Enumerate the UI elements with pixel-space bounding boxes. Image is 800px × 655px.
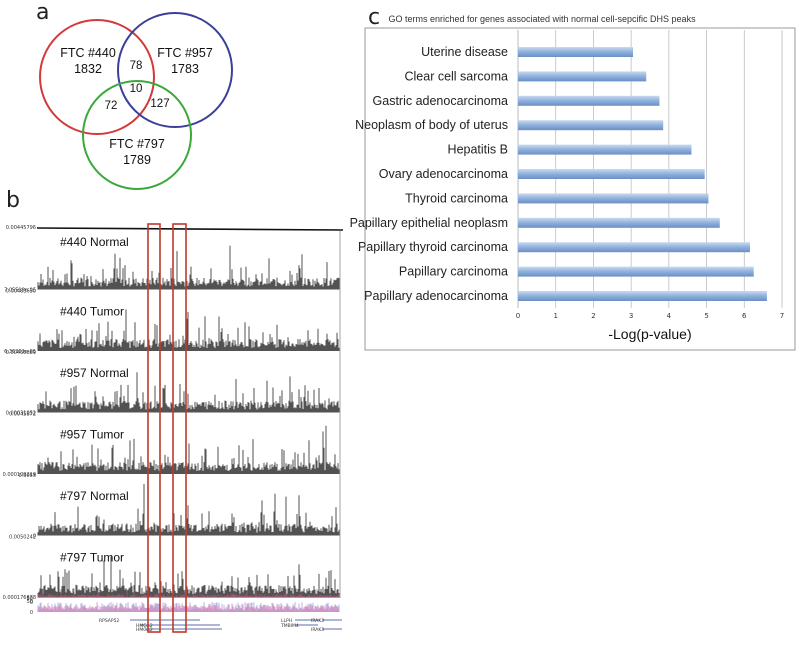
gene-label: TMBIM4: [280, 623, 299, 629]
conservation-scale-label: 50: [27, 599, 33, 605]
x-tick-label: 7: [780, 312, 784, 320]
category-label: Gastric adenocarcinoma: [373, 94, 509, 108]
genome-browser-tracks: 0.00445796 7.05519e-05 #440 Normal 0.004836…: [3, 223, 344, 633]
highlight-region-box: [172, 223, 187, 633]
category-label: Uterine disease: [421, 45, 508, 59]
bar: [518, 71, 647, 82]
category-label: Papillary adenocarcinoma: [364, 289, 508, 303]
track-label: #440 Normal: [60, 235, 129, 249]
track-scale-bottom: 0.00031052: [6, 411, 36, 417]
bar: [518, 169, 705, 179]
track-label: #797 Tumor: [60, 551, 124, 565]
venn-set-name-797: FTC #797: [109, 137, 165, 151]
bar: [518, 266, 754, 277]
gene-label: LLPH: [281, 618, 292, 624]
track-scale-bottom: 0: [33, 534, 36, 540]
venn-diagram: FTC #440 1832 FTC #957 1783 FTC #797 178…: [39, 12, 233, 190]
conservation-track-3: [37, 605, 340, 612]
category-label: Thyroid carcinoma: [405, 191, 508, 205]
panel-letter-c: c: [368, 5, 381, 30]
track-scale-bottom: 6.36361e-05: [4, 349, 36, 355]
track-scale-top: 0.0045872: [9, 412, 36, 418]
bar: [518, 144, 692, 155]
tracks-top-border: [36, 227, 344, 231]
venn-set-name-440: FTC #440: [60, 46, 116, 60]
bar: [518, 120, 664, 131]
track-signal-bars: [37, 484, 340, 536]
panel-letter-a: a: [36, 0, 50, 25]
venn-overlap-440-797: 72: [105, 100, 118, 112]
signal-track: 0.0055 0 #797 Normal: [19, 473, 340, 540]
x-tick-label: 6: [742, 312, 747, 320]
venn-overlap-957-797: 127: [150, 98, 169, 110]
track-signal-bars: [37, 425, 340, 474]
bar: [518, 193, 709, 204]
bar: [518, 242, 750, 253]
category-label: Papillary epithelial neoplasm: [350, 216, 508, 230]
track-label: #957 Tumor: [60, 428, 124, 442]
venn-circle-797: [82, 80, 192, 190]
venn-circle-957: [117, 12, 233, 128]
track-label: #957 Normal: [60, 366, 129, 380]
signal-track: 0.0045872 0.000109219 #957 Tumor: [3, 412, 340, 478]
conservation-scale-label: 0: [30, 610, 33, 616]
signal-track: 0.00483630 6.36361e-05 #440 Tumor: [4, 289, 340, 355]
signal-track: 0.00465889 0.00031052 #957 Normal: [6, 350, 340, 417]
category-label: Ovary adenocarcinoma: [379, 167, 508, 181]
track-scale-bottom: 7.05519e-05: [4, 288, 36, 294]
conservation-scale-label: 0: [30, 600, 33, 606]
gene-label: RPSAP52: [99, 618, 119, 624]
category-label: Clear cell sarcoma: [404, 69, 508, 83]
track-scale-top: 0.00465889: [6, 350, 36, 356]
track-signal-bars: [37, 245, 340, 290]
bar: [518, 95, 660, 106]
x-tick-label: 0: [516, 312, 520, 320]
track-scale-bottom: 0.000109219: [3, 472, 36, 478]
x-tick-label: 4: [667, 312, 672, 320]
chart-title: GO terms enriched for genes associated w…: [388, 14, 696, 24]
venn-overlap-all: 10: [130, 83, 143, 95]
conservation-track-1: [37, 588, 340, 598]
venn-set-name-957: FTC #957: [157, 46, 213, 60]
track-scale-top: 0.0055: [19, 473, 37, 479]
track-scale-bottom: 0.000176678: [3, 595, 36, 601]
chart-frame: [364, 27, 796, 351]
venn-set-count-797: 1789: [123, 153, 151, 167]
category-label: Papillary thyroid carcinoma: [358, 240, 508, 254]
track-scale-top: 0.0050242: [9, 535, 36, 541]
gene-label: HMGA2: [136, 627, 153, 633]
signal-track: 0.0050242 0.000176678 #797 Tumor: [3, 535, 340, 601]
x-tick-label: 1: [553, 312, 557, 320]
bar: [518, 47, 634, 57]
x-tick-label: 3: [629, 312, 633, 320]
track-label: #440 Tumor: [60, 305, 124, 319]
x-axis-label: -Log(p-value): [608, 326, 691, 342]
track-scale-top: 0.00483630: [6, 289, 36, 295]
venn-set-count-440: 1832: [74, 62, 102, 76]
x-tick-label: 5: [704, 312, 708, 320]
signal-track: 0.00445796 7.05519e-05 #440 Normal: [4, 225, 340, 294]
bar: [518, 291, 767, 301]
gene-label: HMGA2: [136, 623, 153, 629]
category-label: Hepatitis B: [448, 143, 508, 157]
track-signal-bars: [37, 372, 340, 413]
gene-label: IRAK3: [311, 618, 324, 624]
bar: [518, 217, 720, 228]
venn-circle-440: [39, 19, 155, 135]
category-label: Neoplasm of body of uterus: [355, 118, 508, 132]
x-tick-label: 2: [591, 312, 595, 320]
track-scale-top: 0.00445796: [6, 225, 36, 231]
category-label: Papillary carcinoma: [399, 265, 508, 279]
conservation-scale-label: 50: [27, 596, 33, 602]
highlight-region-box: [147, 223, 161, 633]
venn-set-count-957: 1783: [171, 62, 199, 76]
gene-label: IRAK3: [311, 627, 324, 633]
track-signal-bars: [37, 309, 340, 351]
venn-overlap-440-957: 78: [130, 60, 143, 72]
track-label: #797 Normal: [60, 489, 129, 503]
panel-letter-b: b: [6, 188, 20, 213]
